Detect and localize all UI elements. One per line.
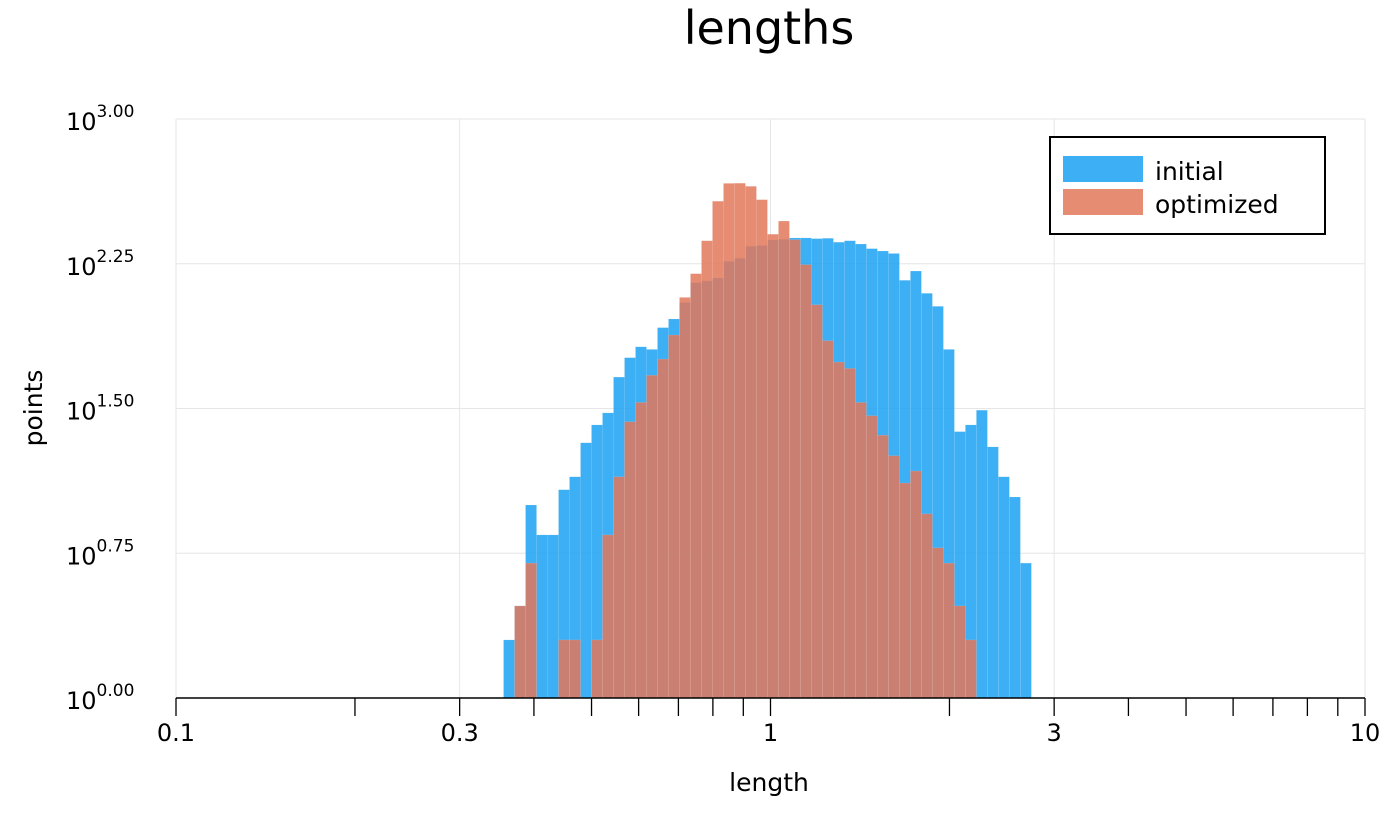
bar-optimized: [855, 402, 867, 699]
bar-optimized: [745, 186, 757, 699]
y-axis-ticks: 100.00 100.75 101.50 102.25 103.00: [66, 102, 134, 715]
series-optimized-bars: [514, 182, 977, 699]
bar-optimized: [525, 562, 537, 699]
bar-initial: [503, 639, 515, 699]
bar-optimized: [635, 402, 647, 699]
bar-optimized: [690, 273, 702, 699]
bar-initial: [1020, 562, 1032, 699]
bar-optimized: [888, 455, 900, 699]
y-axis-label: points: [19, 370, 48, 447]
bar-optimized: [921, 513, 933, 699]
bar-optimized: [679, 297, 691, 699]
bar-optimized: [789, 239, 801, 699]
bar-optimized: [767, 233, 779, 699]
legend: initial optimized: [1049, 136, 1326, 235]
bar-optimized: [723, 183, 735, 699]
bar-optimized: [602, 534, 614, 699]
bar-optimized: [833, 361, 845, 699]
bar-optimized: [558, 639, 570, 699]
bar-optimized: [701, 240, 713, 699]
y-tick-label: 102.25: [66, 247, 134, 281]
bar-optimized: [800, 264, 812, 699]
bar-optimized: [657, 358, 669, 699]
bar-optimized: [569, 639, 581, 699]
y-tick-label: 101.50: [66, 392, 134, 426]
legend-swatch-initial: [1063, 156, 1143, 182]
x-tick-label: 3: [1047, 719, 1062, 747]
bar-optimized: [822, 340, 834, 699]
bar-optimized: [591, 639, 603, 699]
x-axis-label: length: [729, 768, 809, 797]
x-tick-label: 0.3: [441, 719, 479, 747]
x-axis-ticks: 0.1 0.3 1 3 10: [157, 698, 1380, 747]
legend-label-initial: initial: [1155, 157, 1224, 186]
legend-swatch-optimized: [1063, 189, 1143, 215]
bar-initial: [987, 446, 999, 699]
bar-optimized: [910, 470, 922, 699]
bar-initial: [998, 476, 1010, 699]
bar-optimized: [756, 199, 768, 699]
bar-optimized: [646, 375, 658, 699]
bar-initial: [580, 442, 592, 699]
bar-optimized: [965, 639, 977, 699]
bar-optimized: [624, 421, 636, 699]
bar-optimized: [866, 415, 878, 699]
legend-box: [1049, 136, 1326, 235]
bar-optimized: [899, 482, 911, 699]
bar-optimized: [844, 368, 856, 699]
y-tick-label: 100.00: [66, 681, 134, 715]
bar-initial: [547, 534, 559, 699]
x-tick-label: 10: [1350, 719, 1381, 747]
x-tick-label: 1: [763, 719, 778, 747]
bar-initial: [1009, 496, 1021, 699]
bar-optimized: [668, 334, 680, 699]
bar-initial: [536, 534, 548, 699]
bar-optimized: [811, 304, 823, 699]
bar-optimized: [877, 434, 889, 699]
bar-optimized: [613, 476, 625, 699]
bar-optimized: [932, 547, 944, 699]
bar-initial: [976, 409, 988, 699]
bar-optimized: [734, 182, 746, 699]
bar-optimized: [514, 605, 526, 699]
bar-optimized: [954, 605, 966, 699]
bar-optimized: [943, 562, 955, 699]
y-tick-label: 100.75: [66, 536, 134, 570]
x-tick-label: 0.1: [157, 719, 195, 747]
legend-label-optimized: optimized: [1155, 190, 1279, 219]
y-tick-label: 103.00: [66, 102, 134, 136]
bar-optimized: [712, 201, 724, 699]
chart-title: lengths: [684, 1, 855, 55]
bar-optimized: [778, 220, 790, 699]
